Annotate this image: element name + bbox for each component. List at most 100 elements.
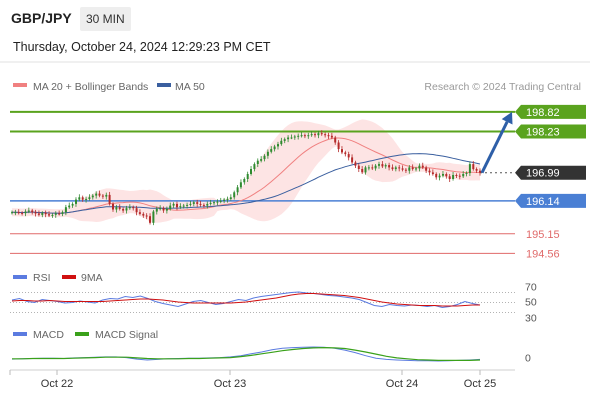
rsi-tick-label: 70 [525, 282, 537, 294]
candle-up [266, 151, 269, 156]
candle-down [324, 134, 327, 136]
candle-up [307, 135, 310, 137]
credit-text: Research © 2024 Trading Central [424, 81, 581, 93]
candle-up [68, 205, 71, 208]
candle-down [381, 164, 384, 167]
candle-down [176, 203, 178, 208]
candle-down [398, 167, 401, 169]
candle-down [455, 175, 458, 176]
rsi-tick-label: 30 [525, 313, 537, 325]
candle-up [468, 164, 471, 174]
candle-up [71, 203, 74, 206]
candle-down [388, 165, 391, 168]
candle-down [37, 213, 40, 215]
symbol-title: GBP/JPY [11, 10, 72, 26]
pivot-label-tag [515, 193, 586, 208]
candle-up [186, 204, 189, 206]
candle-up [159, 208, 162, 210]
candle-down [138, 212, 141, 214]
candle-up [115, 207, 118, 210]
candle-down [135, 208, 138, 213]
candle-up [293, 136, 296, 138]
pivot-label: 196.14 [526, 196, 560, 208]
ma50-legend-swatch [157, 83, 171, 87]
candle-up [246, 174, 249, 179]
candle-down [81, 197, 84, 200]
x-tick-label: Oct 24 [386, 378, 418, 390]
rsi-ma-line [11, 293, 480, 307]
candle-up [367, 167, 370, 169]
candle-up [300, 135, 303, 137]
candle-up [280, 140, 283, 145]
candle-up [287, 137, 290, 140]
candle-down [475, 169, 478, 171]
candle-down [17, 212, 20, 214]
candle-up [165, 208, 168, 211]
candle-up [61, 212, 64, 214]
candle-up [27, 210, 30, 212]
candle-down [357, 165, 360, 169]
candle-up [233, 192, 236, 198]
candle-down [435, 174, 438, 178]
candle-up [125, 208, 128, 211]
candle-down [401, 168, 404, 170]
candle-down [458, 175, 461, 177]
candle-up [189, 203, 192, 205]
candle-up [14, 212, 17, 214]
candle-up [239, 182, 242, 188]
candle-up [277, 144, 279, 147]
candle-down [132, 207, 135, 209]
candle-down [472, 164, 475, 170]
candle-up [260, 159, 263, 161]
candle-down [112, 203, 114, 210]
resistance-label: 198.23 [526, 127, 560, 139]
candle-up [128, 207, 131, 209]
candle-up [54, 213, 57, 215]
candle-up [169, 205, 172, 209]
candle-up [408, 167, 411, 171]
projection-arrow-shaft [480, 121, 509, 174]
candle-up [290, 137, 293, 139]
candle-down [31, 210, 34, 213]
candle-up [462, 174, 465, 177]
candle-up [283, 139, 286, 141]
candle-up [152, 211, 155, 223]
rsi-ma-legend-swatch [62, 275, 76, 279]
macd-zero-label: 0 [525, 353, 531, 365]
ma20-legend-swatch [13, 83, 27, 87]
timeframe-button[interactable]: 30 MIN [80, 7, 131, 31]
candle-down [361, 169, 364, 173]
candle-down [354, 162, 357, 166]
macd-legend-label: MACD [33, 329, 64, 341]
current-price-label: 196.99 [526, 168, 560, 180]
candle-down [44, 212, 47, 215]
candle-down [421, 165, 424, 168]
candle-up [270, 149, 273, 152]
chart-datetime: Thursday, October 24, 2024 12:29:23 PM C… [13, 40, 271, 54]
candle-down [337, 142, 340, 150]
candle-up [182, 205, 185, 207]
support-label: 194.56 [526, 248, 560, 260]
candle-down [404, 169, 407, 171]
candle-up [226, 198, 229, 200]
candle-up [78, 197, 81, 200]
macd-panel: 0 [11, 346, 531, 365]
candle-down [347, 154, 350, 158]
candle-down [162, 208, 165, 211]
resistance-label-tag [515, 104, 586, 119]
x-tick-label: Oct 22 [41, 378, 73, 390]
candle-up [297, 135, 300, 137]
resistance-label-tag [515, 124, 586, 139]
candle-up [85, 198, 88, 200]
candle-up [236, 187, 239, 193]
candle-up [192, 202, 195, 204]
candle-up [91, 195, 94, 198]
candle-down [149, 216, 151, 223]
candle-up [415, 168, 417, 170]
candle-up [256, 160, 259, 164]
candle-up [310, 134, 313, 136]
chart-header: GBP/JPY 30 MIN [0, 0, 590, 36]
rsi-line [11, 291, 481, 309]
candle-up [465, 173, 468, 174]
